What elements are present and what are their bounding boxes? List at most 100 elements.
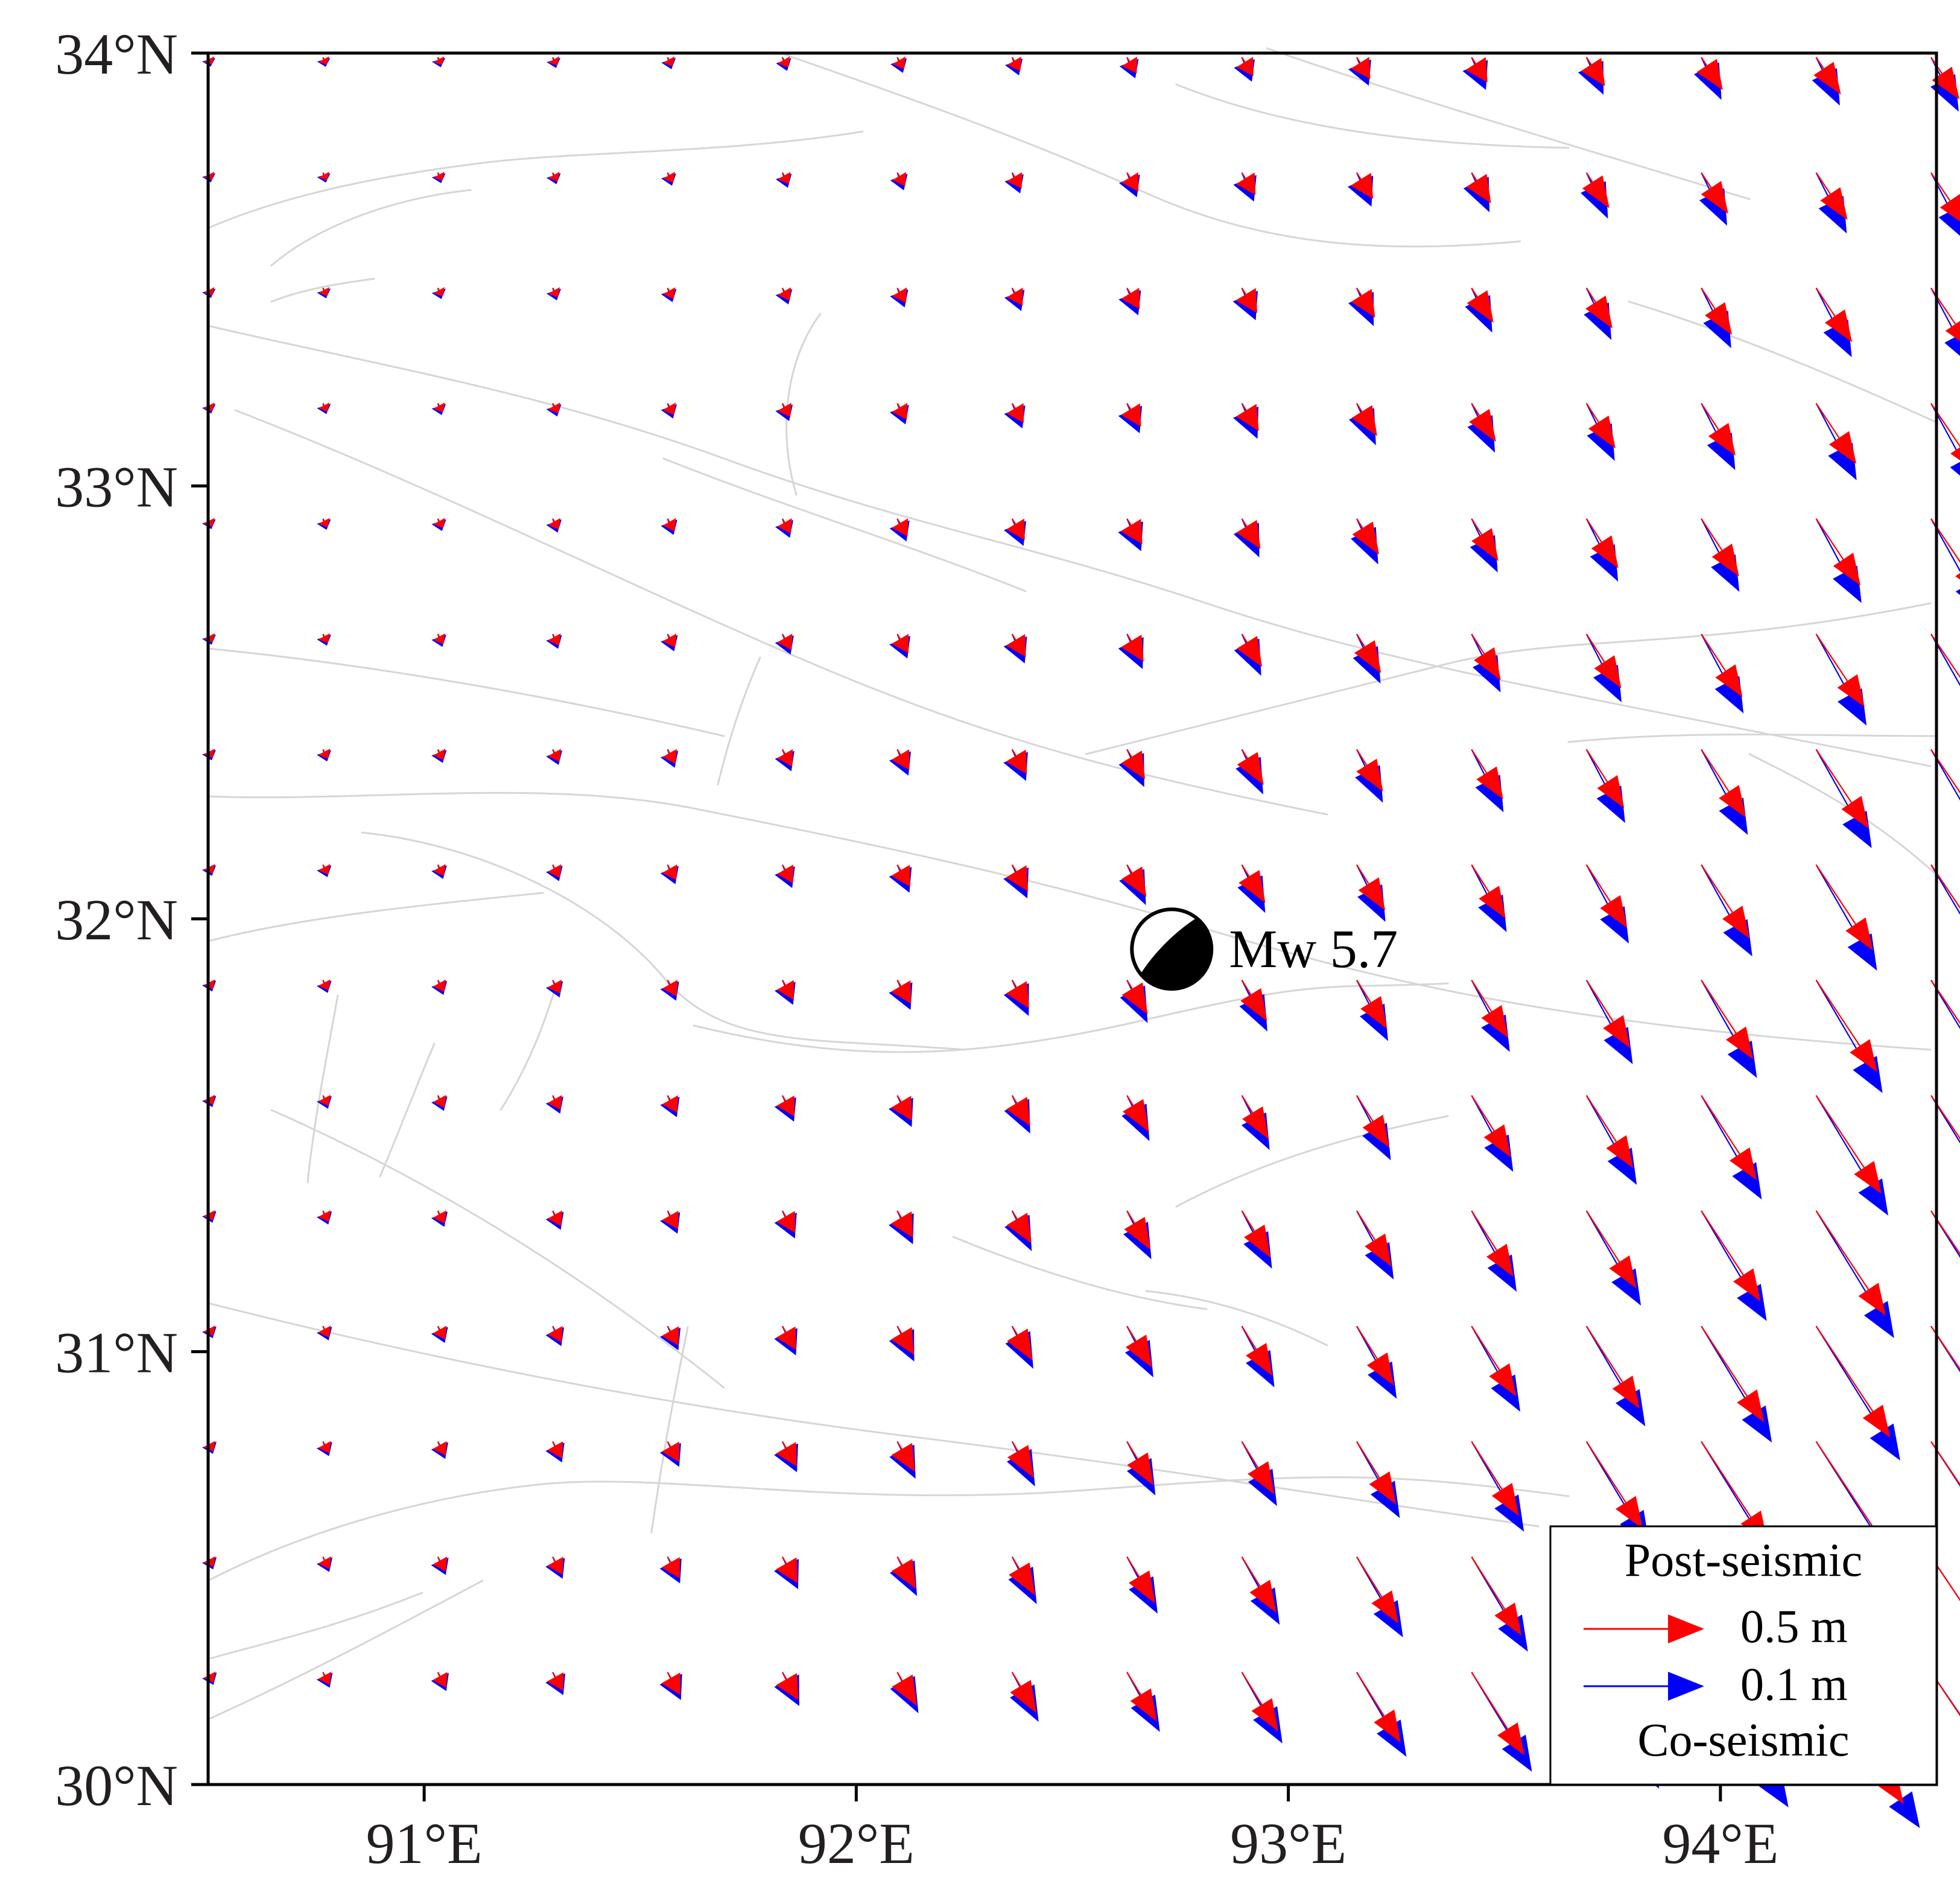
co-seismic-arrow (1930, 1210, 1960, 1258)
post-seismic-arrow (433, 864, 446, 876)
earthquake-event: Mw 5.7 (1130, 907, 1398, 991)
post-seismic-arrow (318, 633, 330, 643)
post-seismic-arrow (1006, 749, 1027, 775)
post-seismic-arrow (1121, 749, 1146, 779)
post-seismic-arrow (662, 1325, 679, 1346)
post-seismic-arrow (1235, 172, 1256, 195)
focal-mechanism-beachball-icon (1130, 907, 1214, 991)
post-seismic-arrow (1126, 1672, 1157, 1722)
fault-trace (234, 409, 1328, 816)
co-seismic-arrow (1930, 1095, 1960, 1144)
post-seismic-arrow (1238, 864, 1266, 903)
fault-trace (207, 792, 1932, 1051)
post-seismic-arrow (319, 287, 330, 296)
post-seismic-arrow (1471, 518, 1499, 561)
post-seismic-arrow (1930, 979, 1960, 1024)
post-seismic-arrow (662, 402, 676, 415)
post-seismic-arrow (662, 864, 677, 880)
post-seismic-arrow (1585, 980, 1631, 1049)
post-seismic-arrow (1121, 633, 1144, 662)
post-seismic-arrow (1356, 1325, 1394, 1386)
post-seismic-arrow (547, 1557, 563, 1575)
fault-trace (1748, 753, 1938, 876)
fault-trace (717, 656, 761, 785)
post-seismic-arrow (1471, 1441, 1519, 1516)
post-seismic-arrow (547, 1095, 562, 1110)
post-seismic-arrow (548, 749, 561, 762)
post-seismic-arrow (1701, 172, 1728, 214)
post-seismic-arrow (1701, 518, 1739, 577)
post-seismic-arrow (776, 1210, 796, 1233)
fault-trace (500, 988, 556, 1111)
post-seismic-arrow (318, 748, 331, 759)
post-seismic-arrow (1241, 1441, 1275, 1494)
post-seismic-arrow (662, 980, 678, 997)
post-seismic-arrow (319, 171, 329, 180)
legend-title: Post-seismic (1625, 1534, 1862, 1586)
post-seismic-arrow (548, 864, 562, 878)
post-seismic-arrow (1815, 287, 1853, 343)
post-seismic-arrow (1466, 172, 1491, 204)
post-seismic-arrow (777, 633, 793, 650)
post-seismic-arrow (1585, 1095, 1634, 1169)
post-seismic-arrow (777, 518, 792, 534)
lat-tick-label: 34°N (55, 22, 178, 86)
post-seismic-arrow (1125, 1325, 1152, 1368)
fault-trace (270, 278, 375, 303)
post-seismic-arrow (1236, 57, 1254, 77)
post-seismic-arrow (1815, 172, 1848, 220)
displacement-arrows (202, 56, 1960, 1829)
post-seismic-arrow (1356, 1557, 1398, 1623)
fault-trace (207, 1302, 1540, 1528)
post-seismic-arrow (1469, 403, 1496, 442)
co-seismic-arrow (1930, 633, 1960, 687)
post-seismic-arrow (1585, 518, 1619, 569)
legend-co-scale-label: 0.1 m (1740, 1658, 1848, 1710)
post-seismic-arrow (433, 749, 446, 760)
post-seismic-arrow (1582, 172, 1610, 209)
post-seismic-arrow (1122, 1095, 1150, 1132)
co-seismic-arrow (1930, 864, 1960, 915)
post-seismic-arrow (1007, 172, 1023, 189)
post-seismic-arrow (1471, 1557, 1522, 1636)
post-seismic-arrow (1815, 864, 1873, 951)
legend-co-arrow (1584, 1672, 1704, 1701)
co-seismic-arrow (1930, 749, 1960, 801)
post-seismic-arrow (1007, 1325, 1033, 1361)
legend-post-scale-label: 0.5 m (1740, 1600, 1848, 1652)
post-seismic-arrow (547, 1672, 564, 1691)
post-seismic-arrow (1007, 1441, 1034, 1479)
post-seismic-arrow (1120, 518, 1143, 544)
post-seismic-arrow (1471, 749, 1503, 800)
post-seismic-arrow (1126, 1557, 1156, 1604)
post-seismic-arrow (662, 287, 676, 299)
post-seismic-arrow (1356, 1095, 1390, 1148)
post-seismic-arrow (548, 56, 560, 66)
post-seismic-arrow (1813, 57, 1841, 95)
post-seismic-arrow (1815, 1095, 1882, 1194)
fault-trace (1175, 1115, 1449, 1208)
legend-footer: Co-seismic (1638, 1713, 1850, 1766)
post-seismic-arrow (776, 1672, 799, 1700)
lat-tick-label: 31°N (55, 1321, 178, 1385)
lon-tick-label: 93°E (1230, 1811, 1346, 1876)
post-seismic-arrow (547, 979, 562, 994)
post-seismic-arrow (433, 56, 445, 65)
post-seismic-arrow (433, 633, 445, 644)
post-seismic-arrow (1701, 1095, 1757, 1181)
fault-trace (952, 1236, 1208, 1310)
post-seismic-arrow (318, 864, 331, 875)
post-seismic-arrow (1006, 518, 1025, 540)
legend-post-arrow (1584, 1614, 1704, 1643)
post-seismic-arrow (1121, 980, 1148, 1015)
fault-trace (207, 130, 864, 229)
lat-tick-label: 30°N (55, 1753, 178, 1818)
post-seismic-arrow (1815, 749, 1869, 829)
post-seismic-arrow (1701, 749, 1746, 818)
post-seismic-arrow (892, 633, 909, 653)
post-seismic-arrow (892, 1672, 918, 1706)
fault-trace (379, 1042, 436, 1178)
post-seismic-arrow (1585, 633, 1622, 688)
fault-trace (1085, 602, 1932, 755)
fault-trace (1266, 47, 1751, 200)
